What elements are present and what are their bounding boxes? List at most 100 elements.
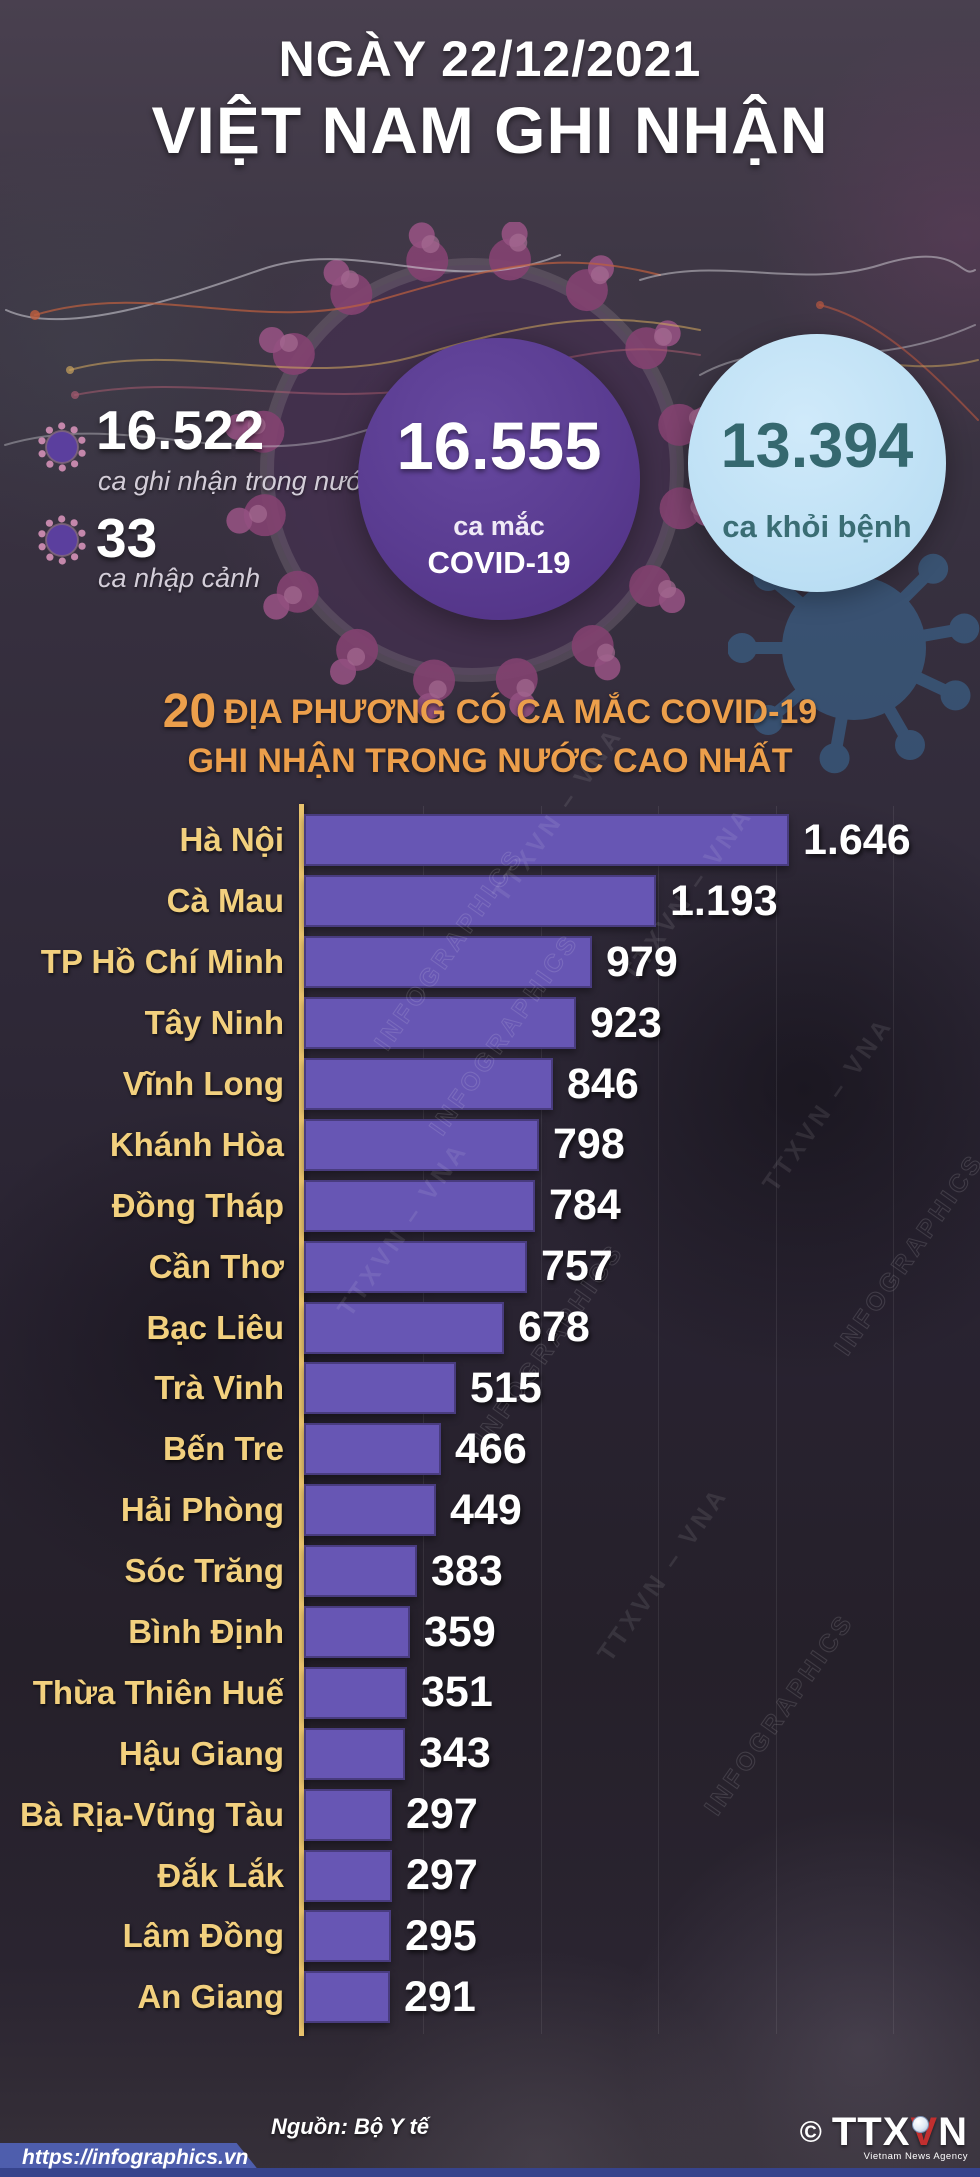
- province-label: Trà Vinh: [154, 1369, 284, 1407]
- province-value: 291: [404, 1972, 476, 2021]
- province-bar: [304, 1301, 504, 1354]
- chart-row: Tây Ninh 923: [0, 993, 980, 1054]
- province-value: 466: [455, 1424, 527, 1473]
- chart-title-line1: 20 ĐỊA PHƯƠNG CÓ CA MẮC COVID-19: [162, 685, 818, 738]
- province-label: TP Hồ Chí Minh: [40, 943, 284, 981]
- recovered-label: ca khỏi bệnh: [722, 509, 912, 544]
- total-cases-label-2: COVID-19: [427, 545, 571, 580]
- domestic-cases-label: ca ghi nhận trong nước: [98, 466, 377, 496]
- province-bar: [304, 1118, 539, 1171]
- chart-row: Trà Vinh 515: [0, 1358, 980, 1419]
- ttxvn-logo: © TTXVN Vietnam News Agency: [800, 2110, 968, 2162]
- recovered-circle: 13.394 ca khỏi bệnh: [688, 334, 946, 592]
- bar-chart: Hà Nội 1.646 Cà Mau 1.193 TP Hồ Chí Minh 979 T…: [0, 810, 980, 2028]
- recovered-value: 13.394: [720, 411, 914, 481]
- province-label: Đắk Lắk: [157, 1856, 284, 1894]
- province-value: 979: [606, 937, 678, 986]
- chart-row: Bạc Liêu 678: [0, 1297, 980, 1358]
- chart-row: Bình Định 359: [0, 1602, 980, 1663]
- province-value: 846: [567, 1059, 639, 1108]
- province-label: Cần Thơ: [148, 1247, 284, 1285]
- province-value: 515: [470, 1363, 542, 1412]
- province-value: 295: [405, 1911, 477, 1960]
- chart-row: Bến Tre 466: [0, 1419, 980, 1480]
- province-label: Thừa Thiên Huế: [32, 1673, 284, 1711]
- province-label: Cà Mau: [166, 882, 284, 920]
- chart-row: Hải Phòng 449: [0, 1480, 980, 1541]
- chart-row: Bà Rịa-Vũng Tàu 297: [0, 1784, 980, 1845]
- province-bar: [304, 1179, 535, 1232]
- province-label: Sóc Trăng: [124, 1552, 284, 1590]
- footer-strip: [0, 2168, 980, 2177]
- province-value: 798: [553, 1120, 625, 1169]
- chart-gridline: [423, 806, 424, 2034]
- imported-virus-icon: [36, 514, 88, 571]
- province-value: 359: [424, 1607, 496, 1656]
- imported-cases-label: ca nhập cảnh: [98, 563, 261, 593]
- province-bar: [304, 1545, 417, 1598]
- chart-row: Lâm Đồng 295: [0, 1906, 980, 1967]
- chart-row: Hậu Giang 343: [0, 1723, 980, 1784]
- infographics-url[interactable]: https://infographics.vn: [22, 2146, 249, 2169]
- chart-gridline: [893, 806, 894, 2034]
- province-bar: [304, 1849, 392, 1902]
- province-value: 449: [450, 1485, 522, 1534]
- province-label: Đồng Tháp: [111, 1186, 284, 1224]
- province-label: Hà Nội: [179, 821, 284, 859]
- date-title: NGÀY 22/12/2021: [278, 31, 702, 87]
- chart-row: Cà Mau 1.193: [0, 871, 980, 932]
- chart-gridline: [541, 806, 542, 2034]
- chart-row: Khánh Hòa 798: [0, 1114, 980, 1175]
- source-credit: Nguồn: Bộ Y tế: [270, 2114, 430, 2139]
- province-bar: [304, 1058, 553, 1110]
- province-value: 784: [549, 1181, 621, 1230]
- province-bar: [304, 1240, 527, 1293]
- domestic-virus-icon: [36, 421, 88, 478]
- province-value: 678: [518, 1303, 590, 1352]
- province-label: Hậu Giang: [118, 1734, 284, 1772]
- province-bar: [304, 997, 576, 1050]
- province-value: 297: [406, 1790, 478, 1839]
- province-bar: [304, 1910, 391, 1963]
- province-label: Bạc Liêu: [146, 1308, 284, 1346]
- page-title: VIỆT NAM GHI NHẬN: [151, 93, 829, 167]
- province-value: 351: [421, 1668, 493, 1717]
- ttxvn-caption: Vietnam News Agency: [863, 2151, 968, 2162]
- province-value: 383: [431, 1546, 503, 1595]
- ttxvn-wordmark: TTXVN: [831, 2110, 968, 2154]
- province-value: 1.193: [670, 876, 778, 925]
- imported-cases-value: 33: [96, 507, 158, 569]
- chart-row: Vĩnh Long 846: [0, 1054, 980, 1115]
- chart-row: Thừa Thiên Huế 351: [0, 1662, 980, 1723]
- province-label: Bến Tre: [162, 1430, 284, 1468]
- province-bar: [304, 1971, 390, 2024]
- province-value: 923: [590, 998, 662, 1047]
- province-value: 1.646: [803, 815, 911, 864]
- chart-row: Đắk Lắk 297: [0, 1845, 980, 1906]
- province-label: Tây Ninh: [144, 1004, 284, 1042]
- domestic-cases-value: 16.522: [96, 399, 265, 461]
- province-bar: [304, 1606, 410, 1659]
- globe-icon: [912, 2116, 930, 2133]
- chart-row: Sóc Trăng 383: [0, 1541, 980, 1602]
- province-bar: [304, 1727, 405, 1780]
- province-label: Bình Định: [128, 1613, 284, 1651]
- chart-gridline: [776, 806, 777, 2034]
- chart-title-line2: GHI NHẬN TRONG NƯỚC CAO NHẤT: [187, 742, 793, 780]
- chart-row: Đồng Tháp 784: [0, 1175, 980, 1236]
- province-bar: [304, 875, 656, 928]
- chart-title-count: 20: [162, 685, 217, 738]
- total-cases-value: 16.555: [396, 409, 602, 484]
- province-value: 757: [541, 1242, 613, 1291]
- province-label: An Giang: [137, 1978, 284, 2016]
- total-cases-label-1: ca mắc: [453, 511, 545, 541]
- province-label: Khánh Hòa: [109, 1125, 284, 1163]
- province-bar: [304, 936, 592, 989]
- province-bar: [304, 1423, 441, 1476]
- province-label: Vĩnh Long: [122, 1065, 284, 1102]
- province-bar: [304, 1666, 407, 1719]
- total-cases-circle: 16.555 ca mắc COVID-19: [358, 338, 640, 620]
- province-bar: [304, 1788, 392, 1841]
- province-bar: [304, 1362, 456, 1415]
